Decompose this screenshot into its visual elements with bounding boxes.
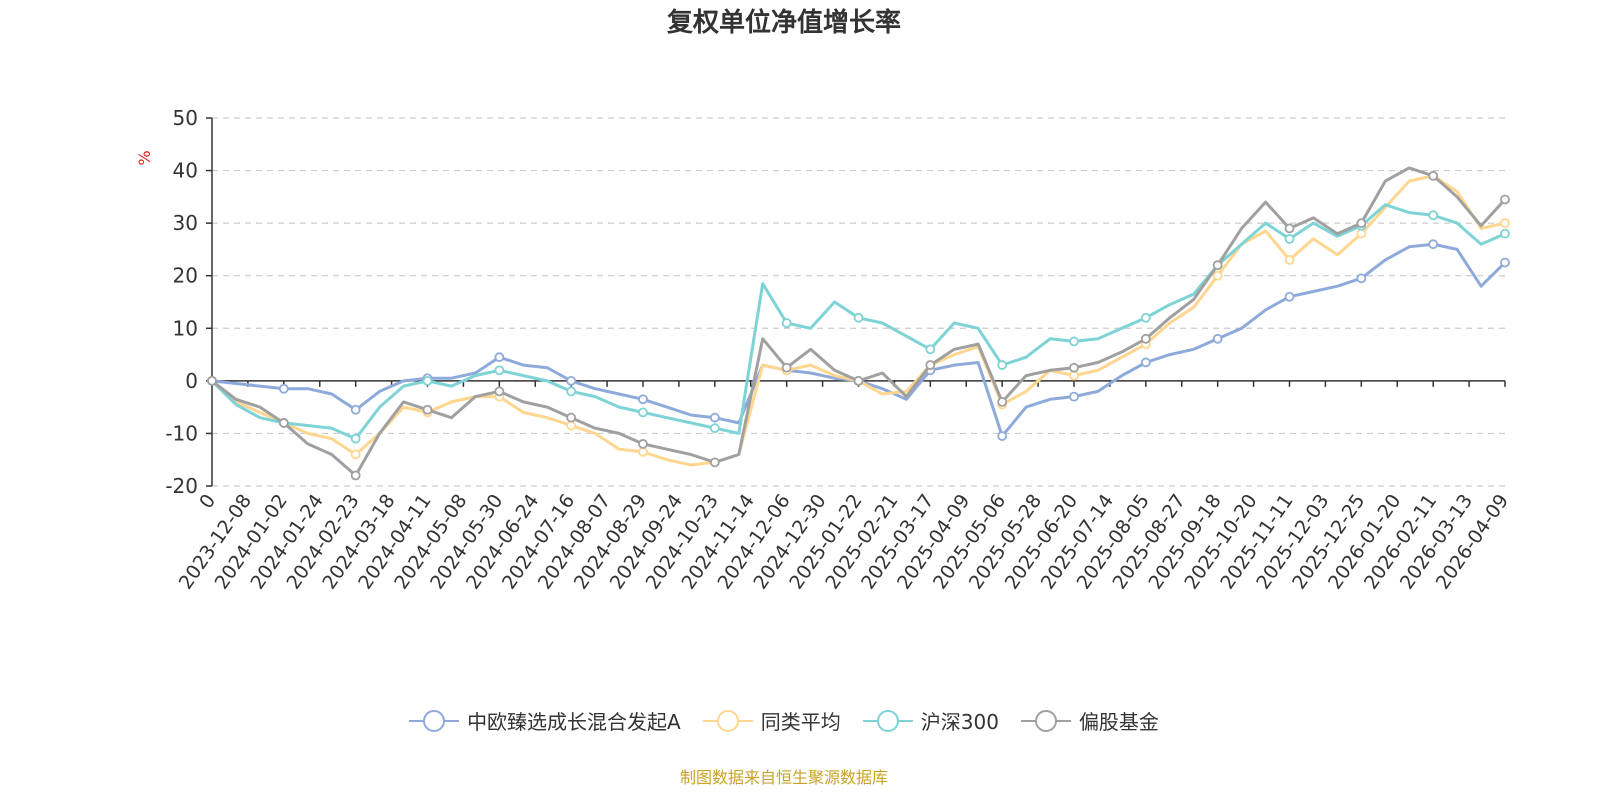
data-point	[997, 360, 1008, 370]
series-2	[207, 203, 1510, 444]
data-point	[1284, 255, 1295, 265]
data-point	[1069, 391, 1079, 402]
legend-label: 中欧臻选成长混合发起A	[467, 710, 681, 734]
data-point	[278, 383, 289, 394]
data-point	[1428, 170, 1439, 181]
data-point	[1428, 210, 1439, 221]
data-point	[997, 431, 1008, 441]
data-point	[1069, 362, 1079, 373]
y-tick-label: 20	[173, 264, 198, 288]
data-point	[494, 352, 505, 363]
data-point	[709, 423, 720, 434]
y-tick-label: 10	[173, 316, 198, 340]
data-point	[638, 407, 648, 418]
chart-area: % -20 -10 0 10 20 30 40 50 02023-12-082024-01-0…	[135, 106, 1513, 593]
legend-label: 偏股基金	[1078, 710, 1159, 734]
data-point	[566, 386, 577, 397]
data-point	[422, 404, 433, 415]
data-point	[925, 360, 936, 370]
data-point	[494, 386, 505, 397]
data-point	[1212, 333, 1223, 344]
legend-item[interactable]: 沪深300	[862, 706, 999, 735]
series-lines	[207, 166, 1510, 481]
legend-item[interactable]: 同类平均	[702, 706, 841, 735]
grid-lines	[212, 117, 1505, 487]
y-tick-labels: -20 -10 0 10 20 30 40 50	[165, 106, 198, 498]
data-point	[1500, 194, 1510, 205]
y-tick-label: 0	[185, 369, 198, 393]
data-point	[1284, 223, 1295, 234]
data-point	[1500, 218, 1510, 229]
data-point	[1140, 333, 1151, 344]
data-point	[1500, 257, 1510, 268]
data-point	[207, 375, 217, 386]
y-tick-label: -20	[165, 474, 198, 498]
data-point	[422, 375, 433, 386]
axes	[206, 117, 1506, 487]
y-axis-unit: %	[135, 150, 154, 165]
x-tick-label: 0	[195, 490, 220, 513]
series-0	[207, 239, 1510, 441]
legend-symbol-icon	[862, 709, 913, 732]
chart-title: 复权单位净值增长率	[666, 8, 901, 38]
data-point	[566, 420, 577, 431]
data-point	[1212, 270, 1223, 281]
data-point	[1356, 218, 1367, 229]
data-point	[925, 344, 936, 355]
legend-item[interactable]: 中欧臻选成长混合发起A	[409, 706, 681, 735]
data-point	[1140, 357, 1151, 368]
y-tick-label: 50	[173, 106, 198, 130]
data-point	[1212, 260, 1223, 271]
data-point	[494, 365, 505, 376]
data-point	[566, 412, 577, 423]
legend-label: 同类平均	[760, 710, 841, 734]
data-point	[709, 412, 720, 423]
data-point	[1140, 312, 1151, 323]
y-tick-label: -10	[165, 421, 198, 445]
data-point	[853, 312, 864, 323]
y-tick-label: 40	[173, 159, 198, 183]
data-point	[1284, 234, 1295, 244]
data-point	[1284, 291, 1295, 302]
data-point	[997, 396, 1008, 407]
data-point	[350, 433, 361, 444]
data-point	[709, 457, 720, 468]
data-point	[566, 375, 577, 386]
data-point	[638, 446, 648, 457]
data-point	[350, 449, 361, 460]
data-source-note: 制图数据来自恒生聚源数据库	[679, 768, 888, 787]
legend-symbol-icon	[1020, 709, 1071, 732]
data-point	[638, 439, 648, 449]
legend-symbol-icon	[409, 709, 460, 732]
data-point	[853, 375, 864, 386]
legend: 中欧臻选成长混合发起A 同类平均 沪深300 偏股基金	[0, 706, 1568, 735]
data-point	[781, 318, 792, 328]
data-point	[350, 404, 361, 415]
data-point	[1500, 228, 1510, 239]
legend-symbol-icon	[702, 709, 753, 732]
data-point	[1069, 370, 1079, 381]
data-point	[638, 394, 648, 405]
data-point	[781, 362, 792, 373]
x-tick-labels: 02023-12-082024-01-022024-01-242024-02-2…	[175, 490, 1513, 593]
data-point	[1069, 336, 1079, 347]
data-point	[1428, 239, 1439, 250]
data-point	[1356, 273, 1367, 284]
series-3	[207, 166, 1510, 481]
y-tick-label: 30	[173, 211, 198, 235]
legend-label: 沪深300	[920, 710, 999, 734]
legend-item[interactable]: 偏股基金	[1020, 706, 1159, 735]
data-point	[1356, 228, 1367, 239]
data-point	[350, 470, 361, 481]
data-point	[278, 418, 289, 428]
